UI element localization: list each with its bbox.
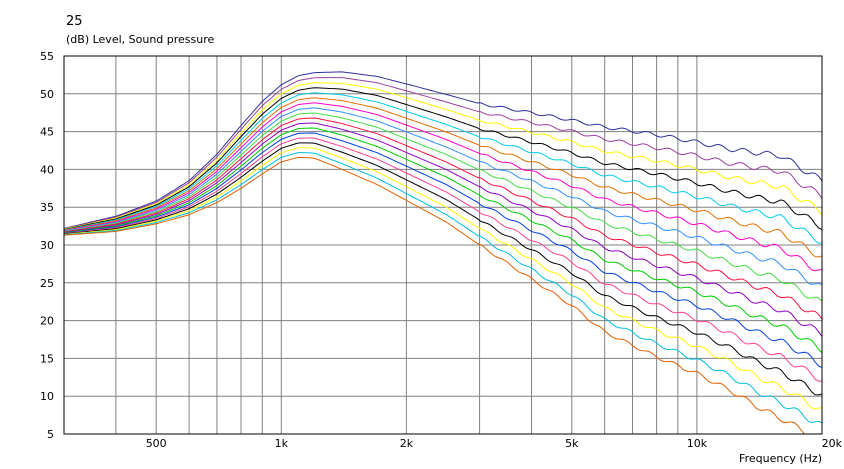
series-line [64,117,822,320]
y-tick-label: 20 [40,315,54,328]
y-tick-label: 15 [40,352,54,365]
x-tick-label: 1k [275,437,289,450]
x-axis-ticks: 500 1k 2k 5k 10k 20k [146,437,843,450]
plot-frame [63,55,823,435]
x-tick-label: 10k [687,437,708,450]
x-tick-label: 5k [565,437,579,450]
series-line [64,102,822,272]
y-tick-label: 50 [40,88,54,101]
y-axis-label: (dB) Level, Sound pressure [66,33,215,46]
y-tick-label: 25 [40,277,54,290]
y-tick-label: 55 [40,50,54,63]
chart-title: 25 [66,14,83,29]
series-line [64,152,822,424]
series-line [64,112,822,302]
y-tick-label: 35 [40,201,54,214]
series-line [64,147,822,410]
y-tick-label: 30 [40,239,54,252]
series-line [64,77,822,230]
x-tick-label: 2k [400,437,414,450]
x-tick-label: 500 [146,437,167,450]
y-tick-label: 10 [40,390,54,403]
y-axis-ticks: 5 10 15 20 25 30 35 40 45 50 55 [40,50,54,441]
series-line [64,87,822,231]
series-line [64,92,822,244]
series-line [64,127,822,354]
series-line [64,142,822,396]
series-line [64,122,822,337]
curve-group [64,71,822,434]
x-axis-label: Frequency (Hz) [739,452,822,465]
series-line [64,137,822,382]
series-line [64,82,822,230]
y-tick-label: 40 [40,163,54,176]
y-tick-label: 45 [40,126,54,139]
y-tick-label: 5 [47,428,54,441]
series-line [64,156,806,434]
series-line [64,107,822,286]
series-line [64,71,822,229]
x-tick-label: 20k [822,437,843,450]
curves [64,71,822,434]
series-line [64,132,822,369]
series-line [64,97,822,258]
